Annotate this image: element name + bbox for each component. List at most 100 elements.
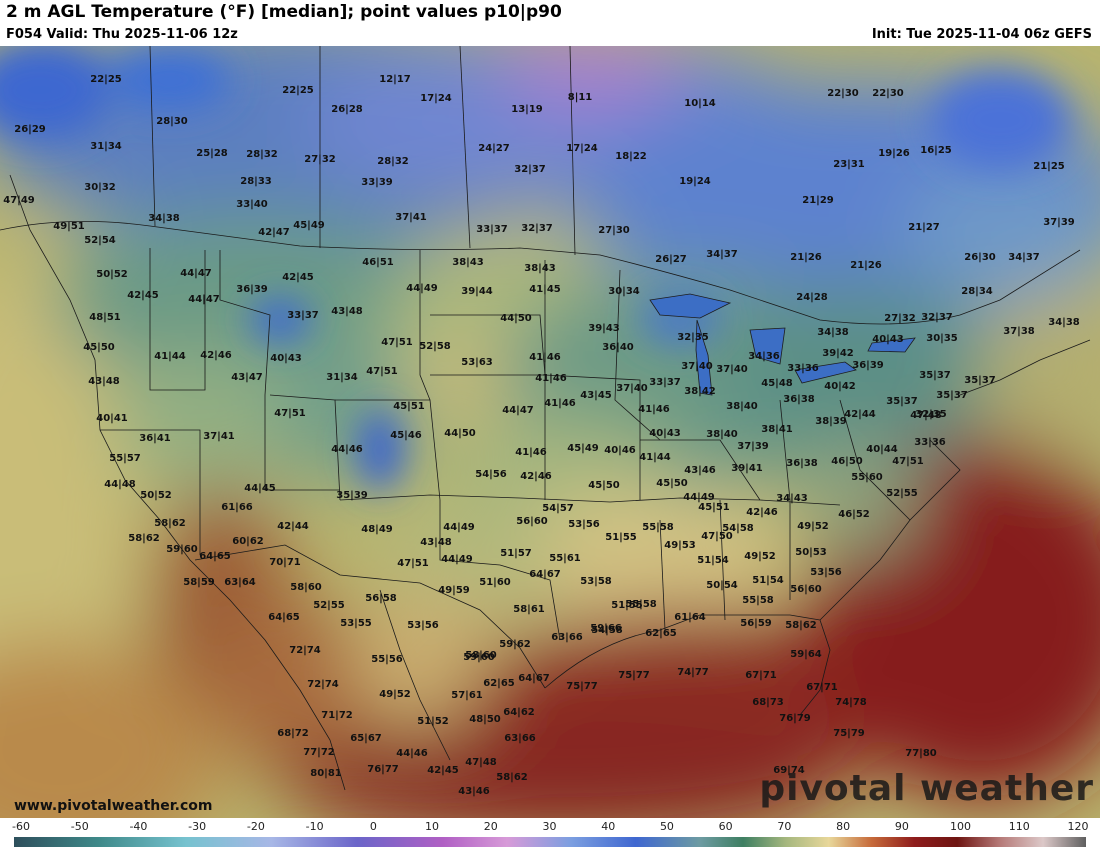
point-value-label: 32|37 (514, 164, 546, 175)
point-value-label: 47|50 (701, 531, 733, 542)
point-value-label: 22|25 (90, 74, 122, 85)
legend-tick-label: 30 (542, 820, 557, 833)
point-value-label: 55|61 (549, 553, 581, 564)
point-value-label: 57|61 (451, 690, 483, 701)
point-value-label: 28|34 (961, 286, 993, 297)
point-value-label: 58|62 (496, 772, 528, 783)
point-value-label: 71|72 (321, 710, 353, 721)
point-value-label: 74|78 (835, 697, 867, 708)
point-value-label: 40|43 (872, 334, 904, 345)
map-canvas: 22|25 22|25 12|17 17|24 13|19 8|11 10|14 22|30 2… (0, 46, 1100, 818)
init-time: Init: Tue 2025-11-04 06z GEFS (871, 27, 1092, 42)
point-value-label: 34|43 (776, 493, 808, 504)
point-value-label: 33|39 (361, 177, 393, 188)
point-value-label: 55|58 (642, 522, 674, 533)
point-value-label: 36|38 (786, 458, 818, 469)
point-value-label: 49|52 (744, 551, 776, 562)
point-value-label: 42|45 (427, 765, 459, 776)
point-value-label: 40|42 (824, 381, 856, 392)
point-value-label: 49|59 (438, 585, 470, 596)
point-value-label: 44|46 (396, 748, 428, 759)
point-values: 22|25 22|25 12|17 17|24 13|19 8|11 10|14 22|30 2… (3, 74, 1080, 797)
point-value-label: 19|26 (878, 148, 910, 159)
temperature-map[interactable]: 22|25 22|25 12|17 17|24 13|19 8|11 10|14 22|30 2… (0, 46, 1100, 818)
point-value-label: 13|19 (511, 104, 543, 115)
point-value-label: 12|17 (379, 74, 411, 85)
point-value-label: 26|29 (14, 124, 46, 135)
point-value-label: 58|60 (465, 650, 497, 661)
point-value-label: 54|58 (591, 625, 623, 636)
legend-color-bar (14, 837, 1086, 847)
point-value-label: 36|38 (783, 394, 815, 405)
point-value-label: 55|60 (851, 472, 883, 483)
point-value-label: 17|24 (566, 143, 598, 154)
point-value-label: 32|37 (521, 223, 553, 234)
point-value-label: 34|38 (1048, 317, 1080, 328)
point-value-label: 49|52 (379, 689, 411, 700)
point-value-label: 58|60 (290, 582, 322, 593)
legend-tick-label: 0 (369, 820, 377, 833)
point-value-label: 75|79 (833, 728, 865, 739)
point-value-label: 25|28 (196, 148, 228, 159)
point-value-label: 34|38 (148, 213, 180, 224)
point-value-label: 69|74 (773, 765, 805, 776)
point-value-label: 63|66 (504, 733, 536, 744)
point-value-label: 38|42 (684, 386, 716, 397)
point-value-label: 53|58 (580, 576, 612, 587)
point-value-label: 36|40 (602, 342, 634, 353)
point-value-label: 22|30 (827, 88, 859, 99)
legend-tick-label: -10 (305, 820, 324, 833)
point-value-label: 42|46 (520, 471, 552, 482)
point-value-label: 44|50 (444, 428, 476, 439)
point-value-label: 42|45 (282, 272, 314, 283)
point-value-label: 39|41 (731, 463, 763, 474)
point-value-label: 39|44 (461, 286, 493, 297)
point-value-label: 65|67 (350, 733, 382, 744)
point-value-label: 30|34 (608, 286, 640, 297)
point-value-label: 24|27 (478, 143, 510, 154)
brand-logo: pivotal weather (759, 768, 1094, 809)
point-value-label: 45|50 (83, 342, 115, 353)
point-value-label: 45|48 (761, 378, 793, 389)
point-value-label: 41|44 (154, 351, 186, 362)
point-value-label: 49|52 (797, 521, 829, 532)
point-value-label: 52|58 (419, 341, 451, 352)
point-value-label: 64|65 (199, 551, 231, 562)
point-value-label: 31|34 (326, 372, 358, 383)
point-value-label: 32|37 (921, 312, 953, 323)
point-value-label: 40|46 (604, 445, 636, 456)
point-value-label: 28|30 (156, 116, 188, 127)
point-value-label: 38|40 (726, 401, 758, 412)
point-value-label: 8|11 (568, 92, 593, 103)
point-value-label: 35|37 (964, 375, 996, 386)
point-value-label: 55|57 (109, 453, 141, 464)
point-value-label: 41|46 (529, 352, 561, 363)
point-value-label: 48|49 (361, 524, 393, 535)
point-value-label: 21|26 (850, 260, 882, 271)
legend-tick-label: 10 (425, 820, 440, 833)
point-value-label: 34|38 (817, 327, 849, 338)
point-value-label: 56|59 (740, 618, 772, 629)
legend-tick-label: 20 (483, 820, 498, 833)
point-value-label: 67|71 (745, 670, 777, 681)
point-value-label: 21|25 (1033, 161, 1065, 172)
point-value-label: 40|41 (96, 413, 128, 424)
point-value-label: 42|46 (746, 507, 778, 518)
cold-pockets (0, 46, 1070, 490)
point-value-label: 42|44 (844, 409, 876, 420)
point-value-label: 43|47 (231, 372, 263, 383)
point-value-label: 30|35 (926, 333, 958, 344)
point-value-label: 47|48 (465, 757, 497, 768)
legend-tick-label: 110 (1008, 820, 1030, 833)
point-value-label: 42|47 (258, 227, 290, 238)
point-value-label: 48|50 (469, 714, 501, 725)
point-value-label: 43|48 (88, 376, 120, 387)
point-value-label: 18|22 (615, 151, 647, 162)
point-value-label: 47|51 (397, 558, 429, 569)
point-value-label: 59|60 (166, 544, 198, 555)
point-value-label: 35|37 (919, 370, 951, 381)
point-value-label: 53|56 (568, 519, 600, 530)
point-value-label: 21|29 (802, 195, 834, 206)
point-value-label: 40|44 (866, 444, 898, 455)
point-value-label: 26|28 (331, 104, 363, 115)
